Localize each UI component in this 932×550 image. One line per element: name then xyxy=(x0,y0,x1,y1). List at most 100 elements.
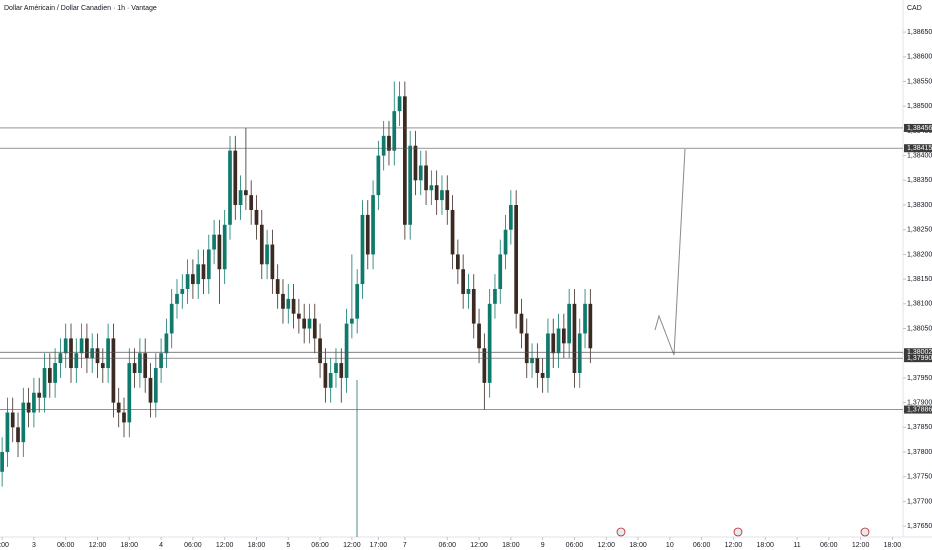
x-tick-label: 4 xyxy=(159,542,163,549)
level-label: 1,37886 xyxy=(907,406,932,413)
candle-body xyxy=(5,412,10,453)
candle-body xyxy=(169,303,174,334)
candle-body xyxy=(196,264,201,285)
y-tick-label: 1,37950 xyxy=(907,375,932,382)
candle-body xyxy=(32,392,36,413)
candle-body xyxy=(567,303,571,344)
candle-body xyxy=(291,298,296,314)
candle-body xyxy=(206,249,211,280)
x-tick-label: 12:00 xyxy=(852,542,870,549)
candle-body xyxy=(482,348,487,383)
x-tick-label: 17:00 xyxy=(370,542,388,549)
candle-body xyxy=(111,338,116,403)
candle-body xyxy=(381,135,386,156)
candle-body xyxy=(185,274,190,290)
candle-body xyxy=(508,205,513,230)
candle-body xyxy=(153,368,158,403)
y-tick-label: 1,37650 xyxy=(907,523,932,530)
x-tick-label: 06:00 xyxy=(438,542,456,549)
x-tick-label: 12:00 xyxy=(89,542,107,549)
y-tick-label: 1,38350 xyxy=(907,177,932,184)
level-label: 1,38456 xyxy=(907,125,932,132)
candle-body xyxy=(233,150,238,206)
candle-body xyxy=(344,323,349,378)
candle-body xyxy=(493,289,497,304)
candle-body xyxy=(164,333,169,354)
level-label-bg xyxy=(904,123,932,132)
candle-body xyxy=(561,328,566,344)
y-tick-label: 1,38100 xyxy=(907,301,932,308)
candle-body xyxy=(297,313,301,319)
x-tick-label: 18:00 xyxy=(121,542,139,549)
level-label-bg xyxy=(904,405,932,414)
candle-body xyxy=(307,318,312,329)
y-tick-label: 1,38600 xyxy=(907,54,932,61)
candle-body xyxy=(583,303,587,334)
level-label-bg xyxy=(904,348,932,357)
event-flag[interactable] xyxy=(733,527,743,537)
candle-body xyxy=(217,234,222,270)
candle-body xyxy=(201,264,206,280)
candle-body xyxy=(546,333,550,378)
x-tick-label: 12:00 xyxy=(597,542,615,549)
candle-body xyxy=(0,452,4,472)
candle-body xyxy=(259,224,264,265)
candle-body xyxy=(408,145,413,225)
candle-body xyxy=(37,392,42,398)
candle-body xyxy=(191,274,195,285)
candle-body xyxy=(69,338,73,369)
y-tick-label: 1,37850 xyxy=(907,424,932,431)
y-tick-label: 1,38550 xyxy=(907,78,932,85)
x-tick-label: 06:00 xyxy=(566,542,584,549)
candle-body xyxy=(138,353,142,373)
candle-body xyxy=(286,298,291,309)
candle-body xyxy=(212,234,216,250)
candle-body xyxy=(355,284,360,319)
candle-body xyxy=(392,111,397,151)
candle-body xyxy=(535,358,540,373)
candle-body xyxy=(334,363,338,373)
candle-body xyxy=(445,190,450,210)
candle-body xyxy=(127,363,132,423)
x-tick-label: 11 xyxy=(793,542,800,549)
level-label-bg xyxy=(904,144,932,153)
y-tick-label: 1,37700 xyxy=(907,498,932,505)
x-tick-label: 1:00 xyxy=(0,542,9,549)
candle-body xyxy=(418,165,423,181)
candle-body xyxy=(148,377,153,403)
candle-body xyxy=(339,363,344,378)
candle-body xyxy=(498,254,503,290)
candle-body xyxy=(466,289,471,294)
candle-body xyxy=(519,313,524,334)
candle-body xyxy=(175,293,179,304)
candle-body xyxy=(487,303,492,383)
y-tick-label: 1,38250 xyxy=(907,227,932,234)
projection-path xyxy=(654,148,686,356)
x-tick-label: 5 xyxy=(286,542,290,549)
candle-body xyxy=(413,145,418,181)
candle-body xyxy=(376,155,381,196)
candle-body xyxy=(244,190,248,196)
x-tick-label: 7 xyxy=(403,542,407,549)
level-label-bg xyxy=(904,354,932,363)
x-tick-label: 06:00 xyxy=(311,542,329,549)
candle-body xyxy=(281,293,285,309)
candle-body xyxy=(254,209,259,225)
event-flag[interactable] xyxy=(616,527,626,537)
y-tick-label: 1,38400 xyxy=(907,152,932,159)
candle-body xyxy=(90,348,95,359)
candle-body xyxy=(387,135,391,151)
candle-body xyxy=(63,338,68,354)
currency-label: CAD xyxy=(907,5,922,12)
x-tick-label: 3 xyxy=(32,542,36,549)
event-flags xyxy=(616,527,870,537)
event-flag[interactable] xyxy=(860,527,870,537)
level-label: 1,38002 xyxy=(907,349,932,356)
x-tick-label: 06:00 xyxy=(693,542,711,549)
candle-body xyxy=(180,289,185,294)
candle-body xyxy=(456,254,460,270)
y-tick-label: 1,38200 xyxy=(907,251,932,258)
candle-body xyxy=(556,328,561,354)
candle-body xyxy=(47,368,52,383)
level-label: 1,38415 xyxy=(907,145,932,152)
